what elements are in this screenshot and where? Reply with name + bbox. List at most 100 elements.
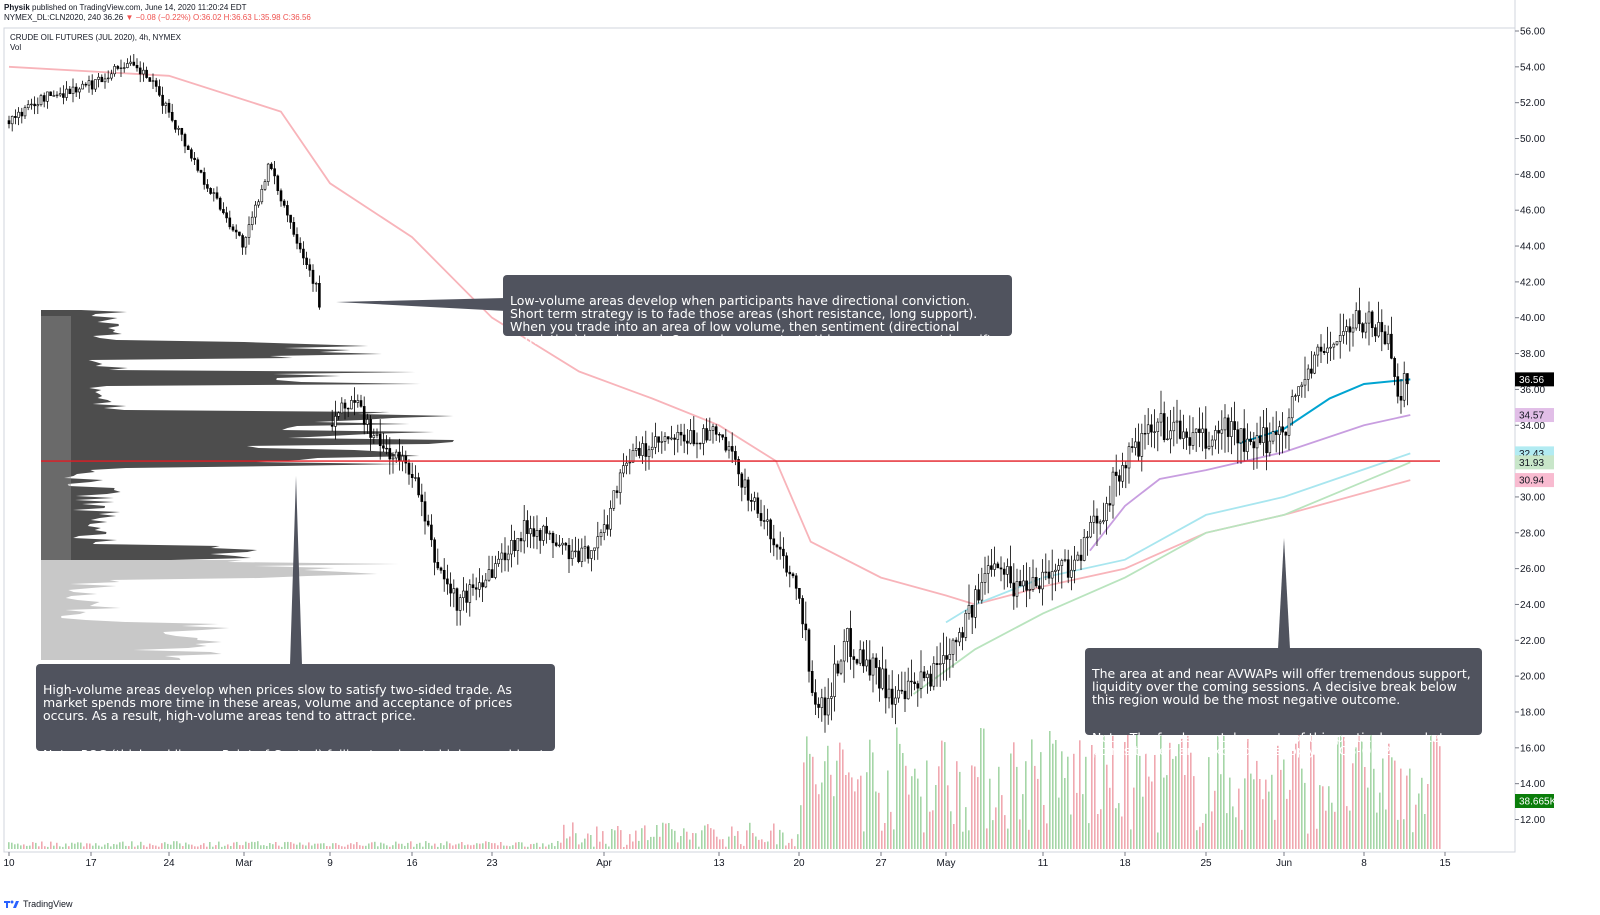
volume-bar <box>839 742 841 849</box>
candle-body <box>1322 350 1326 353</box>
volume-bar <box>74 843 76 849</box>
candle-body <box>622 465 625 474</box>
volume-bar <box>1184 775 1186 849</box>
candle-body <box>1207 445 1211 449</box>
candle-body <box>308 264 312 271</box>
candle-body <box>183 134 187 147</box>
candle-body <box>1102 520 1105 523</box>
candle-body <box>830 696 833 699</box>
volume-bar <box>494 843 496 849</box>
candle-body <box>487 569 491 581</box>
volume-bar <box>320 843 322 849</box>
volume-bar <box>521 842 523 849</box>
candle-body <box>1342 331 1345 336</box>
volume-bar <box>491 843 493 849</box>
candle-body <box>1297 386 1300 397</box>
candle-body <box>14 116 17 118</box>
note-low-volume[interactable]: Low-volume areas develop when participan… <box>503 275 1012 346</box>
candle-body <box>932 663 936 687</box>
candle-body <box>17 111 20 118</box>
candle-body <box>692 430 696 445</box>
price-badge <box>1515 473 1554 488</box>
time-tick-label: 25 <box>1200 858 1212 869</box>
candle-body <box>46 91 49 102</box>
candle-body <box>484 579 488 588</box>
candle-body <box>222 209 225 214</box>
candle-body <box>39 95 43 105</box>
candle-body <box>542 525 545 541</box>
volume-bar <box>359 845 361 849</box>
volume-bar <box>134 846 136 849</box>
volume-bar <box>1397 819 1399 849</box>
volume-bar <box>164 842 166 849</box>
volume-bar <box>692 833 694 849</box>
candle-body <box>919 671 923 689</box>
volume-bar <box>959 771 961 849</box>
volume-bar <box>1211 811 1213 849</box>
candle-body <box>986 565 990 574</box>
volume-bar <box>782 832 784 849</box>
candle-body <box>903 690 907 700</box>
volume-bar <box>542 843 544 849</box>
volume-bar <box>848 772 850 849</box>
note-high-volume[interactable]: High-volume areas develop when prices sl… <box>36 664 555 774</box>
candle-body <box>1252 441 1256 449</box>
volume-bar <box>275 842 277 849</box>
tradingview-footer[interactable]: TradingView <box>4 899 73 909</box>
volume-bar <box>524 846 526 849</box>
candle-body <box>1159 413 1163 423</box>
publisher-name[interactable]: Physik <box>4 3 30 12</box>
candle-body <box>890 688 894 705</box>
candle-body <box>618 472 622 493</box>
candle-body <box>958 632 961 643</box>
price-tick-label: 42.00 <box>1520 277 1545 288</box>
volume-bar <box>1028 829 1030 849</box>
volume-bar <box>887 770 889 849</box>
candle-body <box>695 442 699 445</box>
candle-body <box>132 61 136 66</box>
candle-body <box>766 519 769 522</box>
candle-body <box>516 538 520 552</box>
candle-body <box>1146 424 1150 434</box>
volume-bar <box>1427 784 1429 849</box>
candle-body <box>769 519 772 540</box>
candle-body <box>106 77 110 80</box>
candle-body <box>574 550 577 553</box>
volume-bar <box>326 846 328 849</box>
volume-bar <box>932 810 934 849</box>
note-avwap[interactable]: The area at and near AVWAPs will offer t… <box>1085 648 1482 757</box>
candle-body <box>945 655 948 660</box>
candle-body <box>103 78 107 83</box>
candle-body <box>1284 431 1288 436</box>
candles <box>7 54 1409 733</box>
candle-body <box>567 544 571 560</box>
volume-bar <box>407 842 409 849</box>
volume-bar <box>707 824 709 849</box>
candle-body <box>612 490 616 509</box>
volume-bar <box>1166 775 1168 849</box>
volume-bar <box>1130 829 1132 849</box>
candle-body <box>362 406 366 425</box>
volume-bar <box>113 844 115 849</box>
volume-bar <box>749 822 751 849</box>
volume-bar <box>626 844 628 849</box>
volume-bar <box>1406 775 1408 849</box>
volume-bar <box>425 841 427 849</box>
volume-bar <box>182 846 184 849</box>
volume-bar <box>1055 740 1057 849</box>
candle-body <box>1300 384 1304 388</box>
candle-body <box>231 226 235 231</box>
volume-bar <box>212 846 214 849</box>
candle-body <box>874 657 878 668</box>
volume-bar <box>758 839 760 849</box>
candle-body <box>439 567 443 571</box>
candle-body <box>1361 323 1364 333</box>
volume-bar <box>20 845 22 849</box>
volume-bar <box>761 839 763 849</box>
volume-bar <box>1157 832 1159 849</box>
volume-bar <box>107 843 109 849</box>
candle-body <box>1246 438 1249 452</box>
candle-body <box>490 569 494 578</box>
candle-body <box>26 104 30 109</box>
